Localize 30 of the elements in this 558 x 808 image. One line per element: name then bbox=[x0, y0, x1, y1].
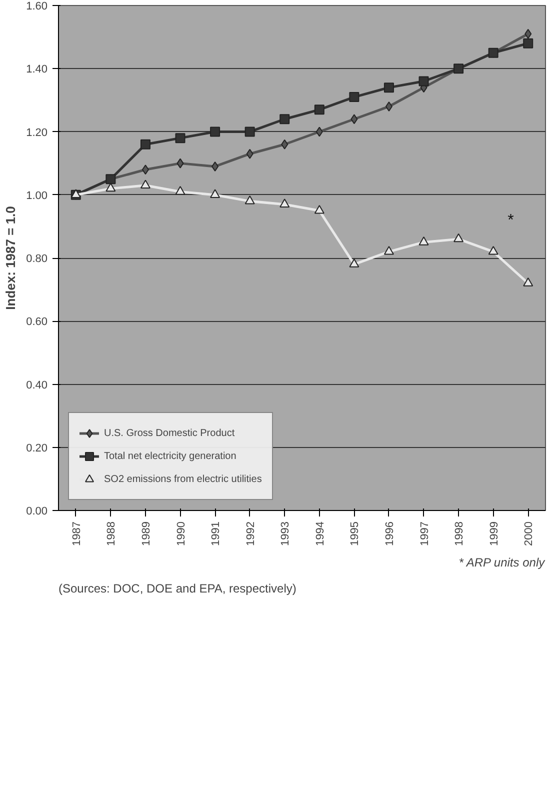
y-tick-label: 1.20 bbox=[26, 126, 48, 139]
legend-label: U.S. Gross Domestic Product bbox=[104, 428, 235, 438]
text: * ARP units only bbox=[458, 556, 546, 570]
x-tick-label: 1994 bbox=[314, 521, 326, 546]
x-tick-label: 1996 bbox=[384, 521, 396, 546]
y-tick-label: 0.60 bbox=[26, 316, 48, 328]
x-tick-label: 1993 bbox=[280, 521, 292, 546]
text: (Sources: DOC, DOE and EPA, respectively) bbox=[58, 582, 296, 596]
x-tick-label: 1991 bbox=[210, 521, 222, 546]
y-tick-label: 0.40 bbox=[26, 379, 48, 392]
y-tick-label: 0.20 bbox=[26, 442, 48, 454]
x-tick-label: 1998 bbox=[454, 521, 466, 546]
x-tick-label: 1989 bbox=[140, 521, 152, 546]
x-tick-label: 1990 bbox=[175, 521, 188, 546]
x-tick-label: 2000 bbox=[523, 521, 536, 546]
y-tick-label: 1.00 bbox=[26, 190, 48, 202]
annotation: * bbox=[508, 212, 514, 229]
legend-label: Total net electricity generation bbox=[104, 450, 236, 462]
x-tick-label: 1988 bbox=[106, 521, 118, 546]
x-tick-label: 1992 bbox=[244, 521, 257, 546]
y-axis-title: Index: 1987 = 1.0 bbox=[3, 206, 18, 310]
x-tick-label: 1999 bbox=[488, 521, 500, 546]
x-tick-label: 1987 bbox=[70, 521, 83, 546]
x-tick-label: 1995 bbox=[349, 521, 362, 546]
y-tick-label: 0.00 bbox=[26, 506, 48, 518]
y-tick-label: 1.60 bbox=[26, 0, 48, 12]
x-tick-label: 1997 bbox=[418, 521, 431, 546]
legend-label: SO2 emissions from electric utilities bbox=[104, 474, 262, 484]
y-tick-label: 1.40 bbox=[26, 64, 48, 76]
y-tick-label: 0.80 bbox=[26, 253, 48, 265]
